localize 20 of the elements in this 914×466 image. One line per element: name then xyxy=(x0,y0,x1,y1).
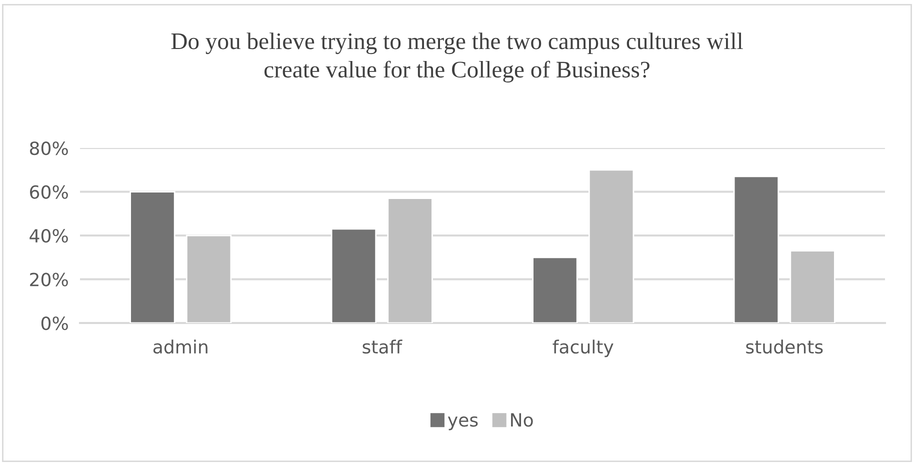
bar xyxy=(186,234,232,323)
chart-title: Do you believe trying to merge the two campus cultures will create value for the College of Business? xyxy=(171,32,743,82)
x-tick-label: students xyxy=(746,340,823,354)
y-tick-label: 60% xyxy=(30,185,68,199)
legend-label: No xyxy=(511,413,533,427)
bar xyxy=(733,176,780,323)
bar xyxy=(588,169,634,323)
y-tick-label: 20% xyxy=(30,272,68,286)
x-tick-label: admin xyxy=(153,340,208,354)
bar xyxy=(387,198,433,323)
bar xyxy=(130,191,176,323)
y-tick-label: 40% xyxy=(30,228,68,243)
bar xyxy=(790,250,836,323)
bar xyxy=(330,228,377,323)
legend-label: yes xyxy=(448,416,478,430)
y-tick-label: 0% xyxy=(41,316,68,330)
x-tick-label: staff xyxy=(362,340,402,354)
bar xyxy=(532,256,578,323)
x-tick-label: faculty xyxy=(552,340,614,358)
y-tick-label: 80% xyxy=(30,141,68,156)
